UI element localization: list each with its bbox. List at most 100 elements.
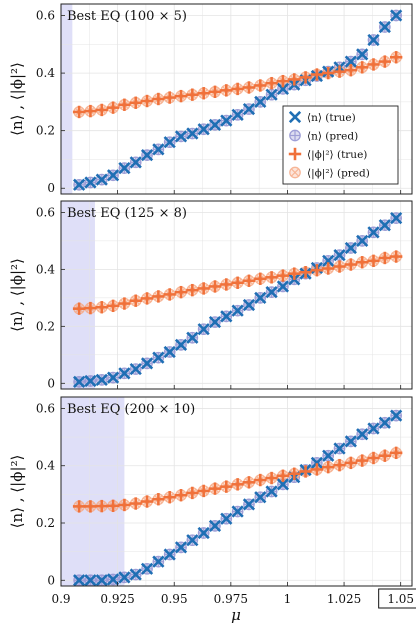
y-tick-label: 0.2: [36, 516, 55, 530]
point-x: [356, 234, 369, 247]
point-plus: [288, 73, 301, 86]
point-x: [129, 568, 142, 581]
point-plus: [118, 98, 131, 111]
point-x: [186, 127, 199, 140]
point-x: [95, 173, 108, 186]
y-tick-label: 0.4: [36, 459, 55, 473]
point-x: [118, 161, 131, 175]
legend-marker-plus: [288, 147, 302, 161]
panel-title: Best EQ (100 × 5): [67, 9, 187, 24]
point-plus: [367, 451, 380, 465]
point-plus: [276, 269, 290, 282]
chart-panel-1: 0 0.2 0.4 0.6 Best EQ (100 × 5) ⟨n⟩ , ⟨|ϕ|²⟩: [8, 3, 413, 195]
point-x: [276, 478, 290, 491]
point-plus: [254, 272, 267, 285]
point-x: [344, 241, 357, 255]
y-tick-label: 0.4: [36, 66, 55, 80]
y-tick-label: 0: [47, 181, 55, 195]
y-axis-label: ⟨n⟩ , ⟨|ϕ|²⟩: [8, 258, 26, 332]
point-x: [72, 375, 86, 388]
point-x: [390, 9, 403, 22]
point-plus: [208, 280, 222, 293]
point-x: [174, 130, 188, 143]
point-plus: [299, 465, 312, 478]
point-plus: [163, 91, 176, 104]
point-plus: [220, 84, 233, 97]
point-plus: [378, 251, 392, 265]
point-x: [197, 526, 210, 540]
point-x: [333, 249, 346, 262]
point-x: [378, 416, 391, 429]
point-x: [208, 315, 222, 329]
point-plus: [276, 469, 290, 482]
point-plus: [186, 486, 199, 500]
point-x: [140, 562, 154, 575]
point-plus: [389, 446, 403, 460]
point-plus: [242, 476, 256, 489]
point-plus: [197, 87, 210, 100]
point-plus: [106, 299, 120, 313]
point-x: [118, 571, 131, 584]
y-axis-label: ⟨n⟩ , ⟨|ϕ|²⟩: [8, 455, 26, 529]
panel-title: Best EQ (200 × 10): [67, 402, 195, 417]
point-plus: [95, 499, 108, 513]
shaded-region: [61, 4, 73, 194]
point-plus: [197, 282, 210, 295]
point-plus: [389, 51, 403, 64]
point-x: [231, 505, 244, 518]
point-x: [84, 374, 97, 388]
point-plus: [140, 292, 154, 305]
x-tick-label: 1.025: [327, 592, 361, 606]
point-x: [106, 169, 120, 182]
point-x: [72, 178, 86, 191]
x-tick-label: 0.975: [214, 592, 248, 606]
point-x: [84, 176, 97, 189]
point-x: [152, 143, 165, 156]
point-x: [276, 82, 290, 96]
point-x: [220, 512, 233, 525]
point-x: [254, 291, 267, 304]
point-x: [390, 409, 403, 422]
point-x: [186, 534, 199, 547]
point-x: [265, 485, 278, 498]
point-plus: [152, 493, 165, 506]
point-x: [242, 102, 256, 116]
point-x: [356, 428, 369, 441]
point-plus: [208, 85, 222, 99]
point-x: [163, 548, 176, 561]
point-plus: [118, 498, 131, 512]
point-plus: [333, 458, 346, 472]
point-x: [72, 574, 86, 586]
legend-label: ⟨n⟩ (pred): [307, 131, 358, 143]
point-plus: [84, 301, 97, 315]
point-plus: [84, 104, 97, 118]
point-x: [220, 114, 233, 127]
point-plus: [231, 82, 244, 96]
shaded-region: [61, 397, 125, 586]
point-x: [254, 95, 267, 108]
point-plus: [220, 480, 233, 493]
point-x: [265, 88, 278, 101]
point-x: [152, 351, 165, 364]
point-x: [140, 357, 154, 370]
data-points: [72, 211, 403, 388]
y-axis-label: ⟨n⟩ , ⟨|ϕ|²⟩: [8, 62, 26, 136]
legend-label: ⟨n⟩ (true): [307, 112, 356, 124]
x-tick-label: 1: [284, 592, 292, 606]
point-x: [231, 304, 244, 317]
point-plus: [95, 301, 108, 314]
legend-label: ⟨|ϕ|²⟩ (pred): [307, 168, 370, 181]
point-plus: [129, 497, 142, 510]
data-points: [72, 409, 403, 586]
point-x: [231, 108, 244, 121]
point-x: [129, 362, 142, 376]
point-plus: [129, 96, 142, 109]
x-axis-label: μ: [231, 606, 241, 624]
point-plus: [288, 267, 301, 280]
point-plus: [265, 471, 278, 485]
legend-label: ⟨|ϕ|²⟩ (true): [307, 149, 367, 162]
point-plus: [106, 101, 120, 114]
point-plus: [355, 256, 369, 269]
point-plus: [106, 499, 120, 513]
